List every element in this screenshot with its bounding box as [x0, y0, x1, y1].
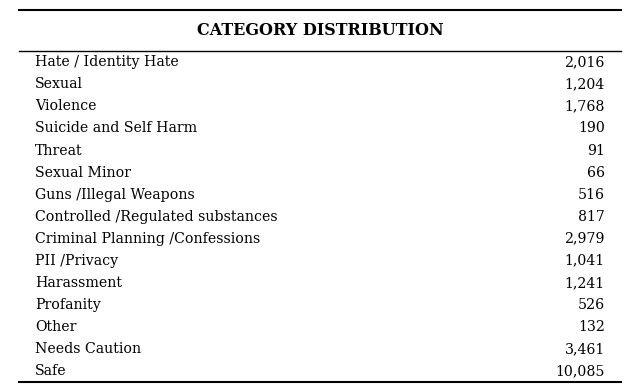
Text: Hate / Identity Hate: Hate / Identity Hate	[35, 55, 179, 69]
Text: 91: 91	[587, 144, 605, 158]
Text: 817: 817	[578, 210, 605, 224]
Text: Needs Caution: Needs Caution	[35, 342, 141, 356]
Text: 1,241: 1,241	[564, 276, 605, 290]
Text: 190: 190	[578, 121, 605, 135]
Text: 132: 132	[578, 320, 605, 334]
Text: Other: Other	[35, 320, 77, 334]
Text: Profanity: Profanity	[35, 298, 101, 312]
Text: 10,085: 10,085	[556, 364, 605, 378]
Text: Suicide and Self Harm: Suicide and Self Harm	[35, 121, 197, 135]
Text: 3,461: 3,461	[564, 342, 605, 356]
Text: 2,979: 2,979	[564, 232, 605, 246]
Text: 2,016: 2,016	[564, 55, 605, 69]
Text: 516: 516	[578, 187, 605, 202]
Text: 1,041: 1,041	[564, 254, 605, 268]
Text: Violence: Violence	[35, 100, 97, 114]
Text: 1,768: 1,768	[564, 100, 605, 114]
Text: CATEGORY DISTRIBUTION: CATEGORY DISTRIBUTION	[196, 22, 444, 39]
Text: Sexual: Sexual	[35, 77, 83, 91]
Text: Controlled /Regulated substances: Controlled /Regulated substances	[35, 210, 278, 224]
Text: Harassment: Harassment	[35, 276, 122, 290]
Text: 526: 526	[578, 298, 605, 312]
Text: PII /Privacy: PII /Privacy	[35, 254, 118, 268]
Text: Safe: Safe	[35, 364, 67, 378]
Text: Threat: Threat	[35, 144, 83, 158]
Text: Criminal Planning /Confessions: Criminal Planning /Confessions	[35, 232, 260, 246]
Text: Guns /Illegal Weapons: Guns /Illegal Weapons	[35, 187, 195, 202]
Text: 1,204: 1,204	[564, 77, 605, 91]
Text: Sexual Minor: Sexual Minor	[35, 166, 131, 180]
Text: 66: 66	[587, 166, 605, 180]
